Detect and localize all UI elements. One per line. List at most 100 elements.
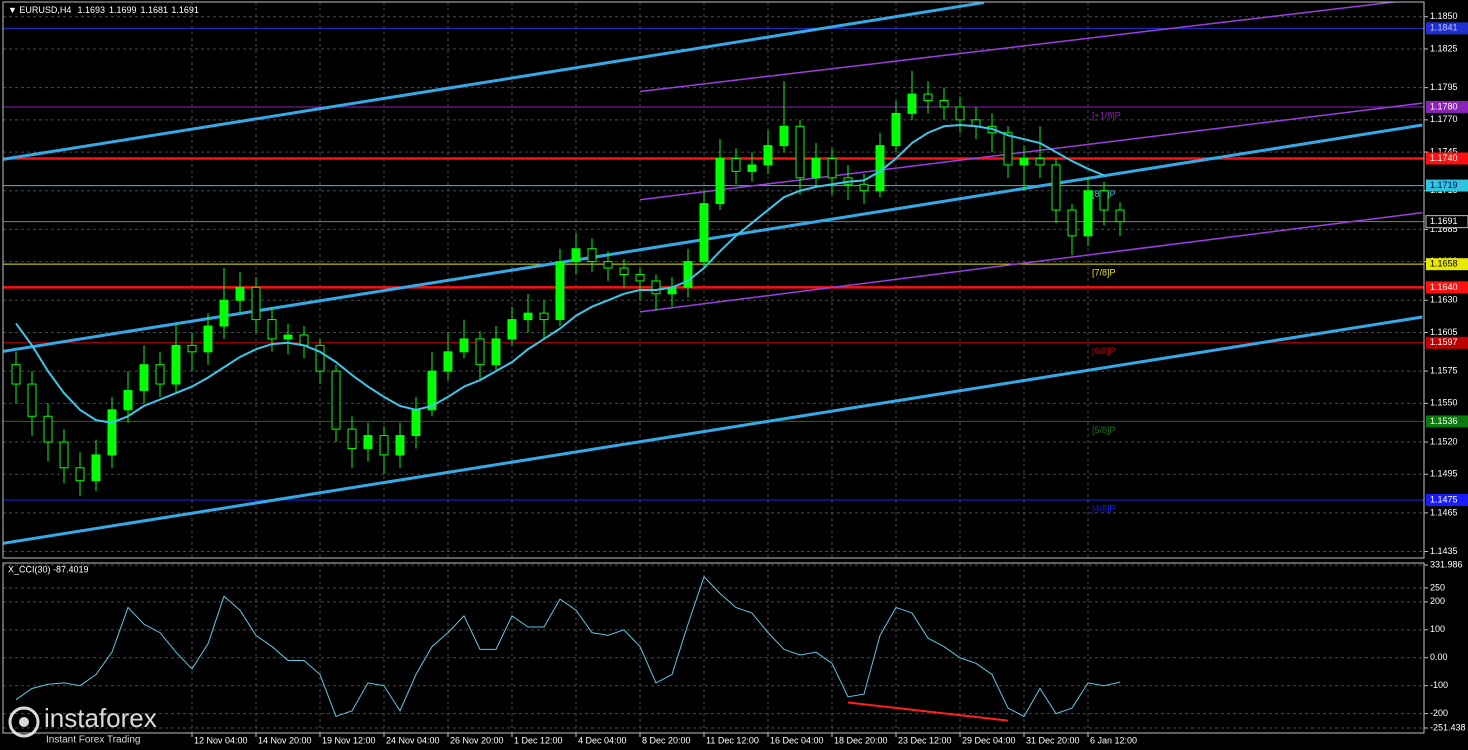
cci-panel [3, 563, 1424, 733]
candle-body [891, 112, 901, 147]
candle-body [939, 100, 949, 108]
x-tick-label: 14 Nov 20:00 [258, 735, 312, 745]
cci-title: X_CCI(30) -87.4019 [8, 564, 89, 574]
candle-body [91, 454, 101, 482]
y-tick-label: 1.1520 [1430, 436, 1458, 446]
trend-line [3, 315, 1423, 545]
x-tick-label: 6 Jan 12:00 [1090, 735, 1137, 745]
level-label: 1.1475 [1430, 494, 1458, 504]
x-tick-label: 12 Nov 04:00 [194, 735, 248, 745]
candle-body [1115, 209, 1125, 223]
header: ▼ EURUSD,H4 1.1693 1.1699 1.1681 1.1691 [8, 5, 199, 15]
high-value: 1.1699 [109, 5, 137, 15]
candle-body [107, 409, 117, 456]
y-tick-label: 200 [1430, 596, 1445, 606]
candle-body [923, 93, 933, 102]
candle-body [299, 334, 309, 346]
level-tag: [4/8]P [1092, 503, 1116, 513]
x-tick-label: 19 Nov 12:00 [322, 735, 376, 745]
x-tick-label: 31 Dec 20:00 [1026, 735, 1080, 745]
y-tick-label: 331.986 [1430, 559, 1463, 569]
level-label: 1.1536 [1430, 416, 1458, 426]
logo-icon-core [19, 717, 29, 727]
trend-line [3, 2, 985, 161]
y-tick-label: -100 [1430, 680, 1448, 690]
x-tick-label: 4 Dec 04:00 [578, 735, 627, 745]
candle-body [331, 370, 341, 430]
divergence-line [847, 701, 1009, 722]
candle-body [683, 261, 693, 288]
candle-body [267, 319, 277, 340]
candle-body [811, 158, 821, 179]
level-label: 1.1658 [1430, 259, 1458, 269]
candle-body [1019, 158, 1029, 166]
x-tick-label: 16 Dec 04:00 [770, 735, 824, 745]
candle-body [859, 183, 869, 192]
level-box [1426, 22, 1468, 35]
candle-body [1051, 164, 1061, 211]
level-label: 1.1719 [1430, 180, 1458, 190]
close-value: 1.1691 [171, 5, 199, 15]
candle-body [507, 319, 517, 340]
candle-body [43, 415, 53, 443]
candle-body [491, 338, 501, 366]
candle-body [1083, 190, 1093, 237]
level-tag: [7/8]P [1092, 268, 1116, 278]
level-box [1426, 179, 1468, 192]
level-box [1426, 336, 1468, 349]
level-box [1426, 100, 1468, 113]
level-box [1426, 415, 1468, 428]
level-label: 1.1597 [1430, 337, 1458, 347]
candle-body [283, 334, 293, 340]
trend-line [639, 211, 1423, 313]
candle-body [251, 286, 261, 321]
level-box [1426, 258, 1468, 271]
candle-body [907, 93, 917, 114]
low-value: 1.1681 [141, 5, 169, 15]
candle-body [779, 125, 789, 147]
level-label: 1.1780 [1430, 101, 1458, 111]
cci-line [15, 575, 1121, 718]
axes: 1.18501.18251.17951.17701.17451.17151.16… [191, 11, 1468, 745]
candle-body [235, 286, 245, 301]
candle-body [347, 428, 357, 449]
candle-body [27, 383, 37, 417]
level-label: 1.1740 [1430, 153, 1458, 163]
candle-body [459, 338, 469, 353]
logo-name: instaforex [44, 703, 157, 733]
candle-body [699, 203, 709, 263]
level-box [1426, 281, 1468, 294]
candle-body [651, 280, 661, 295]
candle-body [411, 409, 421, 437]
y-tick-label: 1.1850 [1430, 11, 1458, 21]
candle-body [427, 370, 437, 411]
x-tick-label: 23 Dec 12:00 [898, 735, 952, 745]
y-tick-label: 1.1795 [1430, 82, 1458, 92]
level-label: 1.1691 [1430, 216, 1458, 226]
symbol: EURUSD,H4 [19, 5, 71, 15]
y-tick-label: -200 [1430, 708, 1448, 718]
candle-body [1099, 190, 1109, 211]
y-tick-label: 100 [1430, 624, 1445, 634]
level-label: 1.1640 [1430, 282, 1458, 292]
y-tick-label: 250 [1430, 582, 1445, 592]
x-tick-label: 18 Dec 20:00 [834, 735, 888, 745]
candle-body [619, 267, 629, 275]
candle-body [187, 344, 197, 353]
y-tick-label: 1.1825 [1430, 43, 1458, 53]
y-tick-label: -251.438 [1430, 722, 1466, 732]
candle-body [219, 299, 229, 327]
candle-body [763, 145, 773, 166]
x-tick-label: 29 Dec 04:00 [962, 735, 1016, 745]
y-tick-label: 1.1550 [1430, 398, 1458, 408]
x-tick-label: 8 Dec 20:00 [642, 735, 691, 745]
candle-body [795, 125, 805, 179]
y-tick-label: 1.1770 [1430, 114, 1458, 124]
candle-body [139, 364, 149, 391]
x-tick-label: 24 Nov 04:00 [386, 735, 440, 745]
candle-body [443, 351, 453, 372]
header-icon: ▼ [8, 5, 19, 15]
candle-body [539, 312, 549, 321]
